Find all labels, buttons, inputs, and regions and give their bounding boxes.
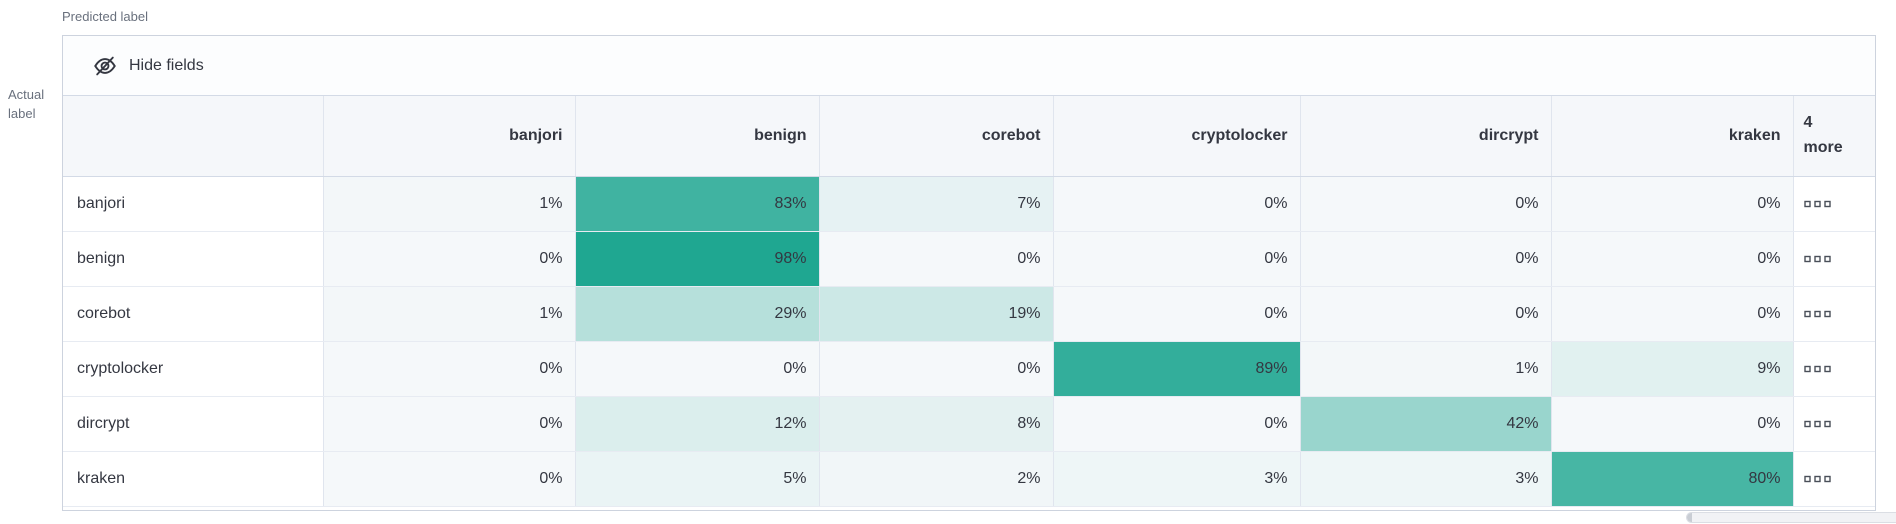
confusion-matrix-panel: Hide fields banjori benign corebot cryptolo… [62, 35, 1876, 511]
boxes-horizontal-icon [1803, 419, 1876, 429]
cell-banjori-banjori: 1% [323, 176, 576, 232]
scrollbar-thumb-edge [1687, 513, 1692, 522]
boxes-horizontal-icon [1803, 474, 1876, 484]
cell-banjori-benign: 83% [575, 176, 820, 232]
row-more-button-benign[interactable] [1793, 231, 1876, 287]
row-more-button-banjori[interactable] [1793, 176, 1876, 232]
cell-benign-benign: 98% [575, 231, 820, 287]
cell-kraken-corebot: 2% [819, 451, 1054, 507]
cell-cryptolocker-banjori: 0% [323, 341, 576, 397]
boxes-horizontal-icon [1803, 309, 1876, 319]
column-header-corebot[interactable]: corebot [819, 96, 1054, 177]
cell-banjori-kraken: 0% [1551, 176, 1794, 232]
column-header-benign[interactable]: benign [575, 96, 820, 177]
cell-corebot-corebot: 19% [819, 286, 1054, 342]
row-more-button-corebot[interactable] [1793, 286, 1876, 342]
cell-kraken-kraken: 80% [1551, 451, 1794, 507]
cell-benign-corebot: 0% [819, 231, 1054, 287]
corner-cell [63, 96, 324, 177]
boxes-horizontal-icon [1803, 364, 1876, 374]
cell-corebot-dircrypt: 0% [1300, 286, 1552, 342]
row-label-benign: benign [63, 231, 324, 287]
hide-fields-label: Hide fields [129, 56, 204, 74]
matrix-row-cryptolocker: cryptolocker 0% 0% 0% 89% 1% 9% [63, 341, 1876, 397]
cell-dircrypt-corebot: 8% [819, 396, 1054, 452]
cell-dircrypt-benign: 12% [575, 396, 820, 452]
row-label-cryptolocker: cryptolocker [63, 341, 324, 397]
cell-cryptolocker-benign: 0% [575, 341, 820, 397]
cell-banjori-dircrypt: 0% [1300, 176, 1552, 232]
cell-dircrypt-dircrypt: 42% [1300, 396, 1552, 452]
cell-cryptolocker-corebot: 0% [819, 341, 1054, 397]
cell-corebot-cryptolocker: 0% [1053, 286, 1301, 342]
boxes-horizontal-icon [1803, 199, 1876, 209]
eye-closed-icon [93, 54, 117, 78]
cell-benign-dircrypt: 0% [1300, 231, 1552, 287]
row-label-corebot: corebot [63, 286, 324, 342]
cell-corebot-kraken: 0% [1551, 286, 1794, 342]
row-more-button-kraken[interactable] [1793, 451, 1876, 507]
row-label-dircrypt: dircrypt [63, 396, 324, 452]
matrix-row-banjori: banjori 1% 83% 7% 0% 0% 0% [63, 176, 1876, 232]
row-more-button-cryptolocker[interactable] [1793, 341, 1876, 397]
cell-kraken-cryptolocker: 3% [1053, 451, 1301, 507]
matrix-row-kraken: kraken 0% 5% 2% 3% 3% 80% [63, 451, 1876, 507]
hide-fields-button[interactable]: Hide fields [63, 36, 1875, 96]
cell-cryptolocker-kraken: 9% [1551, 341, 1794, 397]
predicted-axis-label: Predicted label [62, 9, 148, 24]
column-header-cryptolocker[interactable]: cryptolocker [1053, 96, 1301, 177]
cell-banjori-cryptolocker: 0% [1053, 176, 1301, 232]
matrix-row-dircrypt: dircrypt 0% 12% 8% 0% 42% 0% [63, 396, 1876, 452]
cell-benign-cryptolocker: 0% [1053, 231, 1301, 287]
column-header-banjori[interactable]: banjori [323, 96, 576, 177]
cell-dircrypt-kraken: 0% [1551, 396, 1794, 452]
cell-benign-kraken: 0% [1551, 231, 1794, 287]
row-more-button-dircrypt[interactable] [1793, 396, 1876, 452]
confusion-matrix-table: banjori benign corebot cryptolocker dircrypt… [63, 96, 1875, 507]
cell-cryptolocker-cryptolocker: 89% [1053, 341, 1301, 397]
columns-more-header[interactable]: 4 more [1793, 96, 1875, 177]
cell-kraken-benign: 5% [575, 451, 820, 507]
more-word: more [1803, 138, 1843, 156]
row-label-banjori: banjori [63, 176, 324, 232]
cell-corebot-banjori: 1% [323, 286, 576, 342]
cell-cryptolocker-dircrypt: 1% [1300, 341, 1552, 397]
row-label-kraken: kraken [63, 451, 324, 507]
boxes-horizontal-icon [1803, 254, 1876, 264]
column-header-kraken[interactable]: kraken [1551, 96, 1794, 177]
matrix-header-row: banjori benign corebot cryptolocker dircrypt… [63, 96, 1875, 177]
cell-kraken-banjori: 0% [323, 451, 576, 507]
cell-dircrypt-cryptolocker: 0% [1053, 396, 1301, 452]
actual-axis-label: Actual label [8, 87, 45, 121]
horizontal-scrollbar[interactable] [1686, 512, 1896, 523]
cell-kraken-dircrypt: 3% [1300, 451, 1552, 507]
cell-banjori-corebot: 7% [819, 176, 1054, 232]
column-header-dircrypt[interactable]: dircrypt [1300, 96, 1552, 177]
matrix-row-corebot: corebot 1% 29% 19% 0% 0% 0% [63, 286, 1876, 342]
matrix-row-benign: benign 0% 98% 0% 0% 0% 0% [63, 231, 1876, 287]
cell-benign-banjori: 0% [323, 231, 576, 287]
cell-dircrypt-banjori: 0% [323, 396, 576, 452]
cell-corebot-benign: 29% [575, 286, 820, 342]
more-count: 4 [1803, 113, 1813, 131]
